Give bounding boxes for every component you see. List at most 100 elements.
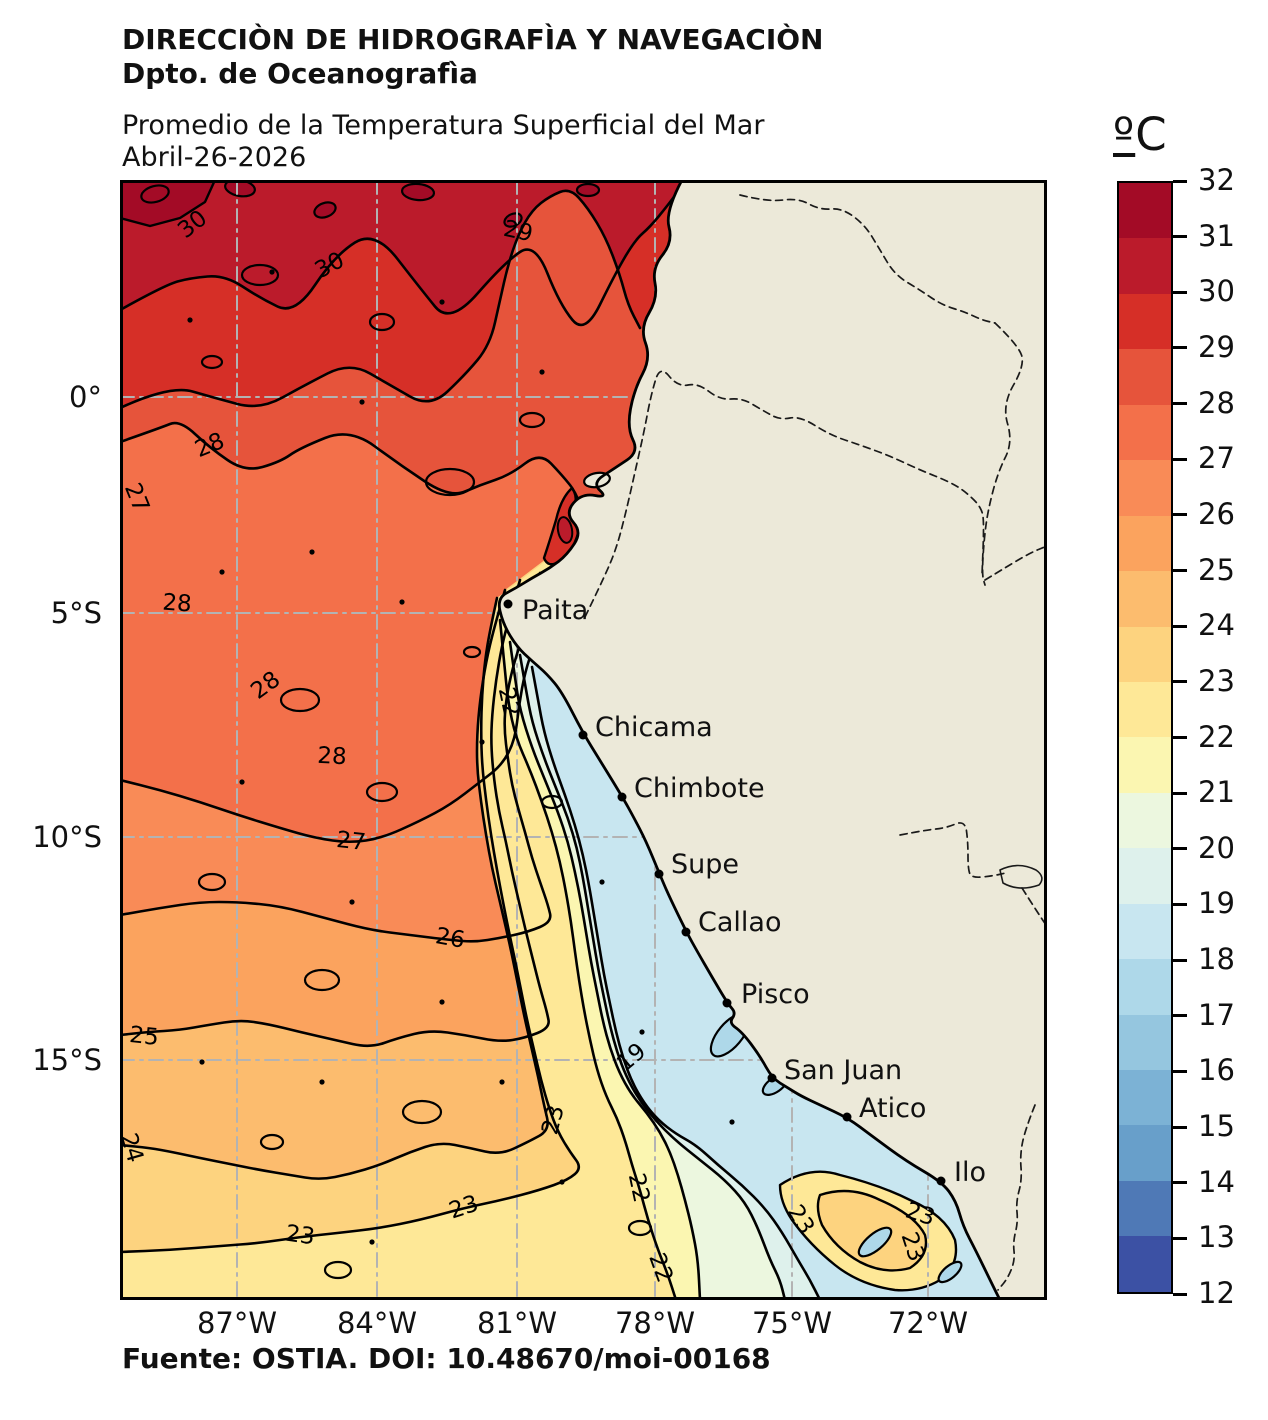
- city-dot: [503, 599, 513, 609]
- colorbar-tick-label: 13: [1198, 1220, 1235, 1255]
- country-border: [984, 545, 1048, 581]
- contour-dot: [539, 369, 545, 375]
- closed-contour-ring: [518, 411, 546, 429]
- closed-contour-ring: [240, 263, 280, 287]
- closed-contour-ring: [401, 1099, 443, 1125]
- colorbar-band: [1119, 792, 1171, 849]
- colorbar-tick: [1173, 1125, 1187, 1129]
- colorbar-band: [1119, 460, 1171, 516]
- lon-tick-label: 75°W: [751, 1306, 833, 1340]
- colorbar-title: ºC: [1113, 108, 1168, 161]
- colorbar-tick-label: 14: [1198, 1164, 1235, 1199]
- colorbar-tick: [1173, 1014, 1187, 1018]
- city-dot: [681, 927, 691, 937]
- city-label: San Juan: [784, 1055, 902, 1086]
- city-label: Callao: [698, 907, 781, 938]
- sst-contour-map: Paita Chicama Chimbote Supe Callao Pisco San J…: [115, 178, 1048, 1302]
- colorbar-tick-label: 26: [1198, 496, 1235, 531]
- isotherm-line: [498, 618, 678, 1302]
- colorbar-tick: [1173, 958, 1187, 962]
- contour-dot: [599, 879, 605, 885]
- colorbar-title-letter: C: [1135, 108, 1168, 161]
- map-date: Abril-26-2026: [122, 142, 307, 173]
- colorbar-title-degree: º: [1113, 108, 1136, 161]
- colorbar-tick-label: 31: [1198, 218, 1235, 253]
- city-dot: [722, 998, 732, 1008]
- colorbar-tick: [1173, 1181, 1187, 1185]
- colorbar-tick: [1173, 1292, 1187, 1296]
- contour-dot: [639, 1029, 645, 1035]
- colorbar-tick: [1173, 847, 1187, 851]
- colorbar-tick: [1173, 235, 1187, 239]
- colorbar-tick-label: 29: [1198, 329, 1235, 364]
- colorbar-tick: [1173, 457, 1187, 461]
- warm-pocket-23-24: [816, 1189, 928, 1272]
- map-frame: [120, 180, 1047, 1300]
- colorbar-tick: [1173, 791, 1187, 795]
- colorbar-tick-label: 21: [1198, 775, 1235, 810]
- city-label: Supe: [671, 849, 739, 880]
- closed-contour-ring: [368, 312, 396, 332]
- colorbar-tick: [1173, 1069, 1187, 1073]
- isotherm-label: 23: [284, 1221, 317, 1251]
- contour-dot: [187, 317, 193, 323]
- country-border: [739, 194, 996, 324]
- colorbar-band: [1119, 293, 1171, 350]
- contour-dot: [439, 299, 445, 305]
- lat-tick-label: 0°: [69, 380, 102, 414]
- lon-tick-label: 78°W: [614, 1306, 696, 1340]
- city-label: Pisco: [741, 979, 810, 1010]
- lake-titicaca-outline: [999, 864, 1043, 889]
- lat-tick-label: 5°S: [50, 596, 102, 630]
- closed-contour-ring: [462, 645, 482, 659]
- isotherm-label: 22: [623, 1171, 655, 1205]
- colorbar-tick: [1173, 179, 1187, 183]
- country-border: [997, 1104, 1036, 1291]
- colorbar-band: [1119, 1180, 1171, 1237]
- colorbar-tick: [1173, 569, 1187, 573]
- colorbar-tick-label: 20: [1198, 830, 1235, 865]
- sst-map-svg: Paita Chicama Chimbote Supe Callao Pisco San J…: [115, 178, 1048, 1302]
- contour-dot: [369, 1239, 375, 1245]
- isotherm-line: [508, 640, 702, 1302]
- closed-contour-ring: [259, 1133, 285, 1151]
- colorbar-tick: [1173, 290, 1187, 294]
- contour-dot: [499, 1079, 505, 1085]
- contour-dot: [399, 599, 405, 605]
- country-border: [981, 322, 1024, 586]
- colorbar-band: [1119, 959, 1171, 1015]
- closed-contour-ring: [323, 1260, 353, 1280]
- colorbar-band: [1119, 571, 1171, 627]
- closed-contour-ring: [200, 354, 224, 370]
- colorbar-tick-label: 28: [1198, 385, 1235, 420]
- isotherm-line: [118, 571, 552, 943]
- colorbar-band: [1119, 848, 1171, 904]
- lon-tick-label: 81°W: [476, 1306, 558, 1340]
- colorbar-band: [1119, 626, 1171, 682]
- isotherm-label: 29: [501, 216, 535, 248]
- colorbar-tick-label: 25: [1198, 552, 1235, 587]
- colorbar-band: [1119, 404, 1171, 461]
- colorbar-tick-label: 30: [1198, 274, 1235, 309]
- contour-dot: [219, 569, 225, 575]
- lon-tick-label: 72°W: [887, 1306, 969, 1340]
- colorbar-tick: [1173, 624, 1187, 628]
- colorbar-tick-label: 19: [1198, 886, 1235, 921]
- sst-blob-31: [313, 201, 337, 219]
- coastline: [497, 178, 1002, 1302]
- city-dot: [578, 730, 588, 740]
- city-label: Paita: [522, 595, 588, 626]
- isotherm-line: [518, 653, 787, 1302]
- colorbar-band: [1119, 737, 1171, 793]
- city-label: Chimbote: [634, 773, 765, 804]
- colorbar-tick-label: 16: [1198, 1053, 1235, 1088]
- contour-dot: [239, 779, 245, 785]
- colorbar-tick: [1173, 402, 1187, 406]
- contour-dot: [439, 999, 445, 1005]
- colorbar-band: [1119, 349, 1171, 405]
- isotherm-label: 25: [128, 1022, 160, 1051]
- city-dot: [654, 869, 664, 879]
- colorbar-tick-label: 32: [1198, 163, 1235, 197]
- colorbar-band: [1119, 903, 1171, 960]
- isotherm-label: 26: [433, 923, 466, 954]
